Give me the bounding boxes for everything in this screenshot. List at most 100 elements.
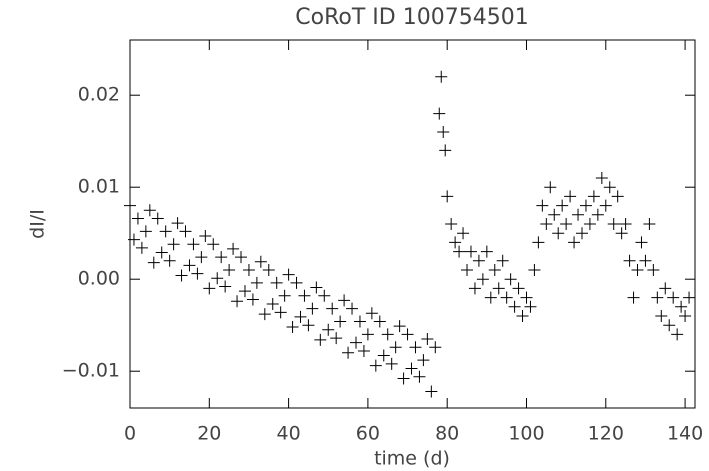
x-tick-label: 140 <box>667 423 703 445</box>
data-point <box>143 204 156 217</box>
data-point <box>322 323 335 336</box>
y-tick-label: 0.02 <box>78 84 120 106</box>
data-point <box>429 341 442 354</box>
data-point <box>552 227 565 240</box>
data-point <box>500 291 513 304</box>
data-point <box>357 344 370 357</box>
data-point <box>520 291 533 304</box>
data-point <box>235 251 248 264</box>
x-tick-label: 120 <box>588 423 624 445</box>
data-point <box>151 212 164 225</box>
data-point <box>679 310 692 322</box>
data-point <box>639 254 652 267</box>
data-point <box>266 298 279 311</box>
y-axis-label: dI/I <box>27 209 49 239</box>
data-point <box>435 70 448 83</box>
data-point <box>294 310 307 323</box>
data-point <box>464 245 477 258</box>
data-point <box>326 302 339 315</box>
data-point <box>306 302 319 315</box>
data-point <box>492 282 505 295</box>
data-point <box>231 295 244 308</box>
data-point <box>508 300 521 313</box>
data-point <box>568 236 581 249</box>
data-point <box>135 241 148 254</box>
data-point <box>290 276 303 289</box>
data-point <box>167 238 180 251</box>
data-point <box>405 362 418 375</box>
x-tick-label: 100 <box>508 423 544 445</box>
data-point <box>496 254 509 267</box>
data-point <box>615 227 628 240</box>
data-point <box>183 259 196 272</box>
data-point <box>286 321 299 334</box>
data-point <box>667 291 680 304</box>
data-point <box>223 264 236 276</box>
data-point <box>350 336 362 349</box>
data-point <box>683 291 696 304</box>
data-point <box>453 245 466 258</box>
data-point <box>179 225 192 238</box>
data-point <box>611 190 624 203</box>
chart-title: CoRoT ID 100754501 <box>295 5 528 30</box>
data-point <box>147 256 160 269</box>
data-point <box>655 310 668 322</box>
data-point <box>215 251 228 264</box>
data-point <box>175 269 188 282</box>
data-point <box>409 341 422 354</box>
x-tick-label: 0 <box>124 423 136 445</box>
data-point <box>389 341 402 354</box>
data-point <box>413 370 426 383</box>
data-point <box>607 218 620 230</box>
data-point <box>274 306 287 319</box>
data-point <box>246 293 259 306</box>
x-tick-label: 80 <box>435 423 459 445</box>
data-point <box>238 285 251 298</box>
data-point <box>191 267 204 280</box>
x-tick-label: 40 <box>277 423 301 445</box>
data-point <box>583 218 596 230</box>
data-point <box>203 282 216 295</box>
data-point <box>544 181 557 194</box>
data-point <box>540 218 553 230</box>
data-point <box>651 291 664 304</box>
data-point <box>488 264 501 276</box>
data-point <box>536 199 549 212</box>
data-point <box>219 280 232 293</box>
data-point <box>369 359 382 372</box>
y-tick-label: 0.00 <box>78 268 120 290</box>
data-point <box>468 282 481 295</box>
x-tick-label: 20 <box>197 423 221 445</box>
data-point <box>587 190 600 203</box>
data-point <box>353 315 366 328</box>
data-point <box>445 218 458 230</box>
data-point <box>365 307 378 320</box>
plot-frame <box>129 39 696 409</box>
data-point <box>127 233 140 246</box>
data-point <box>564 190 577 203</box>
data-point <box>314 333 327 346</box>
data-point <box>643 218 656 230</box>
x-tick-label: 60 <box>356 423 380 445</box>
data-point <box>595 172 608 184</box>
data-point <box>282 268 295 281</box>
data-point <box>627 291 640 304</box>
data-point <box>207 238 220 251</box>
data-point <box>619 218 632 230</box>
data-point <box>163 254 176 267</box>
data-point <box>298 289 311 302</box>
data-point <box>671 328 684 341</box>
data-point <box>330 332 343 345</box>
data-point <box>155 246 168 259</box>
data-point <box>437 126 450 138</box>
y-tick-label: 0.01 <box>78 176 120 198</box>
data-point <box>417 354 430 367</box>
data-point <box>457 227 470 240</box>
data-point <box>171 217 184 230</box>
data-point <box>663 319 676 332</box>
data-point <box>159 225 172 238</box>
data-point <box>512 282 525 295</box>
data-point <box>560 218 573 230</box>
data-point <box>385 357 398 370</box>
